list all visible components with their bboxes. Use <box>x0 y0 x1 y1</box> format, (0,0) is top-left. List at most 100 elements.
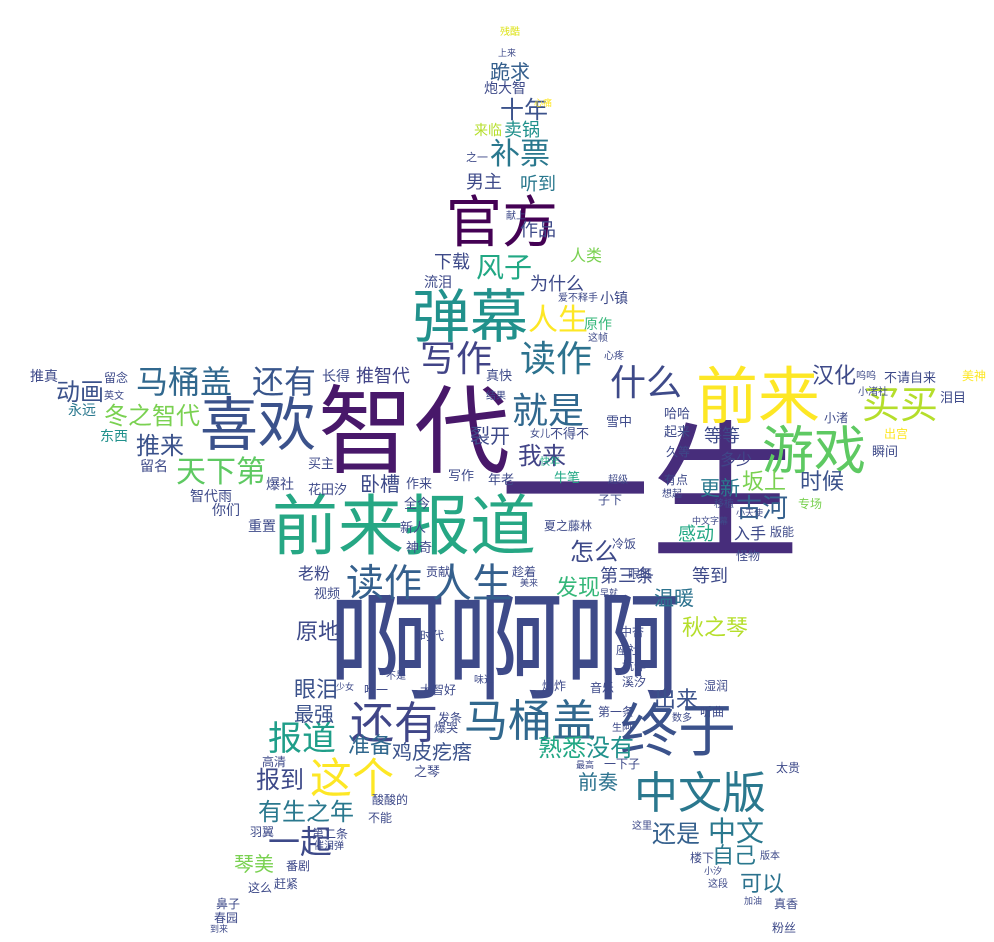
word-96: 留名 <box>140 459 168 475</box>
word-34: 有生之年 <box>258 798 354 826</box>
word-171: 这里 <box>632 821 652 832</box>
word-38: 熟悉 <box>538 734 586 762</box>
word-120: 久等 <box>666 445 691 459</box>
word-114: 结果 <box>486 391 506 402</box>
word-179: 太贵 <box>776 761 801 775</box>
word-70: 等等 <box>704 426 740 447</box>
word-138: 座社 <box>616 643 641 657</box>
word-160: 第二条 <box>312 827 349 841</box>
word-25: 补票 <box>490 137 550 172</box>
word-151: 爆哭 <box>434 721 459 735</box>
word-1: 一生 <box>500 408 801 582</box>
word-61: 感动 <box>678 524 714 545</box>
word-94: 永远 <box>68 403 96 419</box>
word-15: 这个 <box>310 754 395 803</box>
word-79: 炮大智 <box>484 81 526 97</box>
word-49: 原地 <box>296 620 341 645</box>
word-117: 雪中 <box>606 415 633 430</box>
word-156: 高清 <box>262 755 287 769</box>
word-107: 全今 <box>404 497 431 512</box>
word-20: 买买 <box>862 383 939 427</box>
word-161: 催泪弹 <box>314 841 344 852</box>
word-92: 留念 <box>104 371 129 385</box>
word-173: 小汐 <box>704 867 723 877</box>
word-162: 羽翼 <box>250 825 275 839</box>
word-72: 入手 <box>734 524 767 543</box>
word-54: 前奏 <box>578 770 618 794</box>
word-152: 唯一 <box>364 683 389 697</box>
word-8: 游戏 <box>762 422 867 482</box>
word-105: 新人 <box>400 521 427 536</box>
word-169: 一下子 <box>604 757 641 771</box>
word-48: 汉化 <box>812 364 857 389</box>
word-51: 最强 <box>294 702 334 726</box>
word-118: 哈哈 <box>664 407 691 422</box>
word-181: 美神 <box>962 369 987 383</box>
word-98: 你们 <box>212 503 240 519</box>
word-59: 第三条 <box>600 566 654 587</box>
word-165: 这么 <box>248 881 273 895</box>
word-100: 花田汐 <box>308 483 348 498</box>
word-182: 不请自来 <box>884 371 937 386</box>
word-52: 可以 <box>740 872 785 897</box>
word-28: 报道 <box>268 719 336 759</box>
word-66: 听到 <box>520 174 556 195</box>
word-86: 爱不释手 <box>558 293 598 304</box>
word-185: 小渚 <box>824 411 849 425</box>
word-10: 马桶盖 <box>464 696 596 747</box>
word-129: 版能 <box>770 525 795 539</box>
word-50: 眼泪 <box>294 678 339 703</box>
word-29: 动画 <box>56 378 104 406</box>
word-136: 美来 <box>520 579 539 589</box>
word-77: 人类 <box>570 246 603 265</box>
word-174: 这段 <box>708 879 728 890</box>
word-74: 推智代 <box>356 366 410 387</box>
word-106: 神奇 <box>406 541 433 556</box>
word-184: 小渚社 <box>858 387 888 398</box>
word-6: 官方 <box>446 191 558 256</box>
word-3: 前来报道 <box>272 488 536 565</box>
word-148: 发条 <box>438 711 463 725</box>
word-62: 作品 <box>520 220 556 241</box>
word-140: 溪汐 <box>622 675 647 689</box>
word-116: 不得不 <box>550 427 590 442</box>
word-139: 坑作 <box>622 659 647 673</box>
word-39: 没有 <box>586 734 634 762</box>
word-130: 专场 <box>798 497 823 511</box>
word-177: 真香 <box>774 897 799 911</box>
word-41: 鸡皮疙瘩 <box>392 740 472 764</box>
word-56: 温暖 <box>654 586 694 610</box>
word-172: 楼下 <box>690 851 715 865</box>
word-97: 智代雨 <box>190 489 232 505</box>
word-47: 时候 <box>800 470 845 495</box>
word-83: 之一 <box>466 151 488 164</box>
word-21: 马桶盖 <box>136 363 233 401</box>
word-35: 报到 <box>256 766 304 794</box>
word-115: 女儿 <box>530 429 550 440</box>
word-157: 之琴 <box>414 765 441 780</box>
word-127: 中文字幕 <box>692 517 729 527</box>
word-30: 天下第 <box>176 455 266 490</box>
word-37: 还是 <box>652 820 700 848</box>
word-164: 赶紧 <box>274 877 299 891</box>
word-176: 粉丝 <box>772 921 797 935</box>
word-143: 湿润 <box>704 679 729 693</box>
word-144: 听曲 <box>700 705 725 719</box>
word-155: 时代 <box>420 629 445 643</box>
word-149: 第一条 <box>598 705 635 719</box>
word-64: 为什么 <box>530 274 584 295</box>
word-23: 人生 <box>528 303 588 338</box>
word-16: 写作 <box>420 339 493 380</box>
word-141: 爆炸 <box>542 679 567 693</box>
word-2: 智代 <box>318 376 510 488</box>
word-167: 春园 <box>214 911 239 925</box>
word-126: 小天使 <box>736 509 764 519</box>
word-124: 子下 <box>598 493 623 507</box>
word-44: 古河 <box>736 494 789 524</box>
word-0: 啊啊啊 <box>328 580 683 718</box>
word-57: 秋之琴 <box>682 616 749 641</box>
word-110: 年老 <box>488 473 515 488</box>
word-33: 一起 <box>268 823 333 861</box>
word-24: 风子 <box>476 251 533 284</box>
word-71: 多少 <box>720 450 753 469</box>
